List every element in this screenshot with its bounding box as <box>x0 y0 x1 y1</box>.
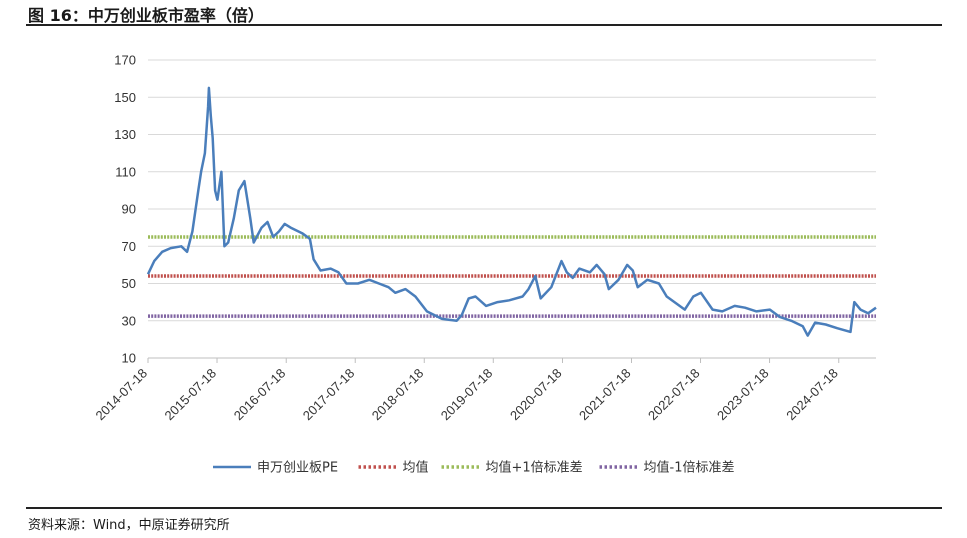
reference-lines <box>148 235 876 318</box>
x-tick-label: 2015-07-18 <box>162 366 220 424</box>
bottom-rule <box>26 507 942 509</box>
legend-label-1: 均值 <box>403 460 429 476</box>
y-tick-labels: 10 30 50 70 90 110 130 150 170 <box>114 53 136 366</box>
x-tick-label: 2023-07-18 <box>714 366 772 424</box>
x-tick-labels: 2014-07-18 2015-07-18 2016-07-18 2017-07-18… <box>92 366 840 424</box>
source-note: 资料来源：Wind，中原证券研究所 <box>28 518 230 533</box>
y-tick-label: 70 <box>122 239 136 254</box>
y-tick-label: 170 <box>114 53 136 68</box>
x-tick-label: 2014-07-18 <box>92 366 150 424</box>
legend-label-0: 申万创业板PE <box>257 461 338 476</box>
x-tick-label: 2020-07-18 <box>507 366 565 424</box>
series-lines <box>146 86 877 337</box>
figure-title: 图 16：中万创业板市盈率（倍） <box>28 6 264 25</box>
y-tick-label: 30 <box>122 313 136 328</box>
top-rule <box>26 24 942 26</box>
x-tick-label: 2024-07-18 <box>783 366 841 424</box>
x-tick-label: 2019-07-18 <box>438 366 496 424</box>
y-tick-label: 50 <box>122 276 136 291</box>
y-tick-label: 150 <box>114 90 136 105</box>
series-line-0 <box>146 86 877 337</box>
legend-label-3: 均值-1倍标准差 <box>644 460 735 476</box>
x-tick-label: 2018-07-18 <box>369 366 427 424</box>
y-tick-label: 110 <box>115 164 136 179</box>
x-tick-label: 2016-07-18 <box>231 366 289 424</box>
x-tick-label: 2021-07-18 <box>576 366 634 424</box>
y-tick-label: 10 <box>122 351 136 366</box>
y-tick-label: 130 <box>114 127 136 142</box>
x-tick-label: 2017-07-18 <box>300 366 358 424</box>
y-tick-label: 90 <box>122 202 136 217</box>
legend-label-2: 均值+1倍标准差 <box>486 460 583 476</box>
x-tick-label: 2022-07-18 <box>645 366 703 424</box>
gridlines <box>147 59 876 363</box>
legend: 申万创业板PE 均值 均值+1倍标准差 均值-1倍标准差 <box>213 460 734 476</box>
